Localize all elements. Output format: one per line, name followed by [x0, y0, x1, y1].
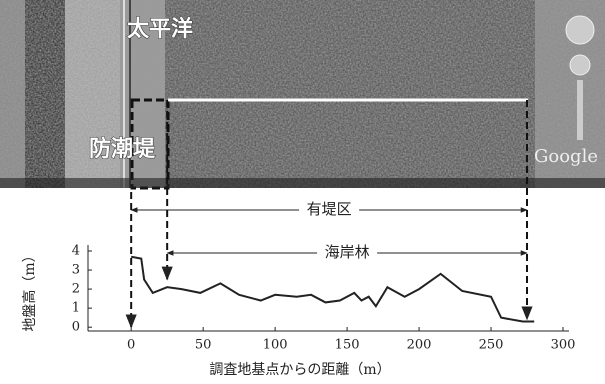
x-tick-label: 0 [127, 338, 135, 353]
x-axis-label: 調査地基点からの距離（m） [209, 361, 390, 378]
logo: Google [534, 146, 598, 167]
region-label: 有堤区 [307, 200, 352, 218]
y-tick-label: 0 [72, 320, 80, 335]
ocean-label: 太平洋 [127, 16, 193, 42]
data-line [131, 257, 534, 322]
y-tick-label: 1 [72, 301, 80, 316]
x-tick-label: 300 [551, 338, 576, 353]
y-tick-label: 4 [72, 244, 80, 259]
x-tick-label: 250 [479, 338, 504, 353]
y-tick-label: 3 [72, 263, 80, 278]
y-axis-label: 地盤高（m） [21, 248, 38, 331]
figure: 太平洋 防潮堤 Google 0 1 2 3 4 0 50 100 150 200 250 300 調査… [0, 0, 605, 384]
y-tick-label: 2 [72, 282, 80, 297]
region-label: 海岸林 [325, 243, 370, 261]
seawall-label: 防潮堤 [89, 137, 156, 162]
x-tick-label: 100 [263, 338, 288, 353]
x-tick-label: 200 [407, 338, 432, 353]
x-tick-label: 150 [335, 338, 360, 353]
aerial-image: 太平洋 防潮堤 Google [0, 0, 605, 188]
x-tick-label: 50 [195, 338, 212, 353]
